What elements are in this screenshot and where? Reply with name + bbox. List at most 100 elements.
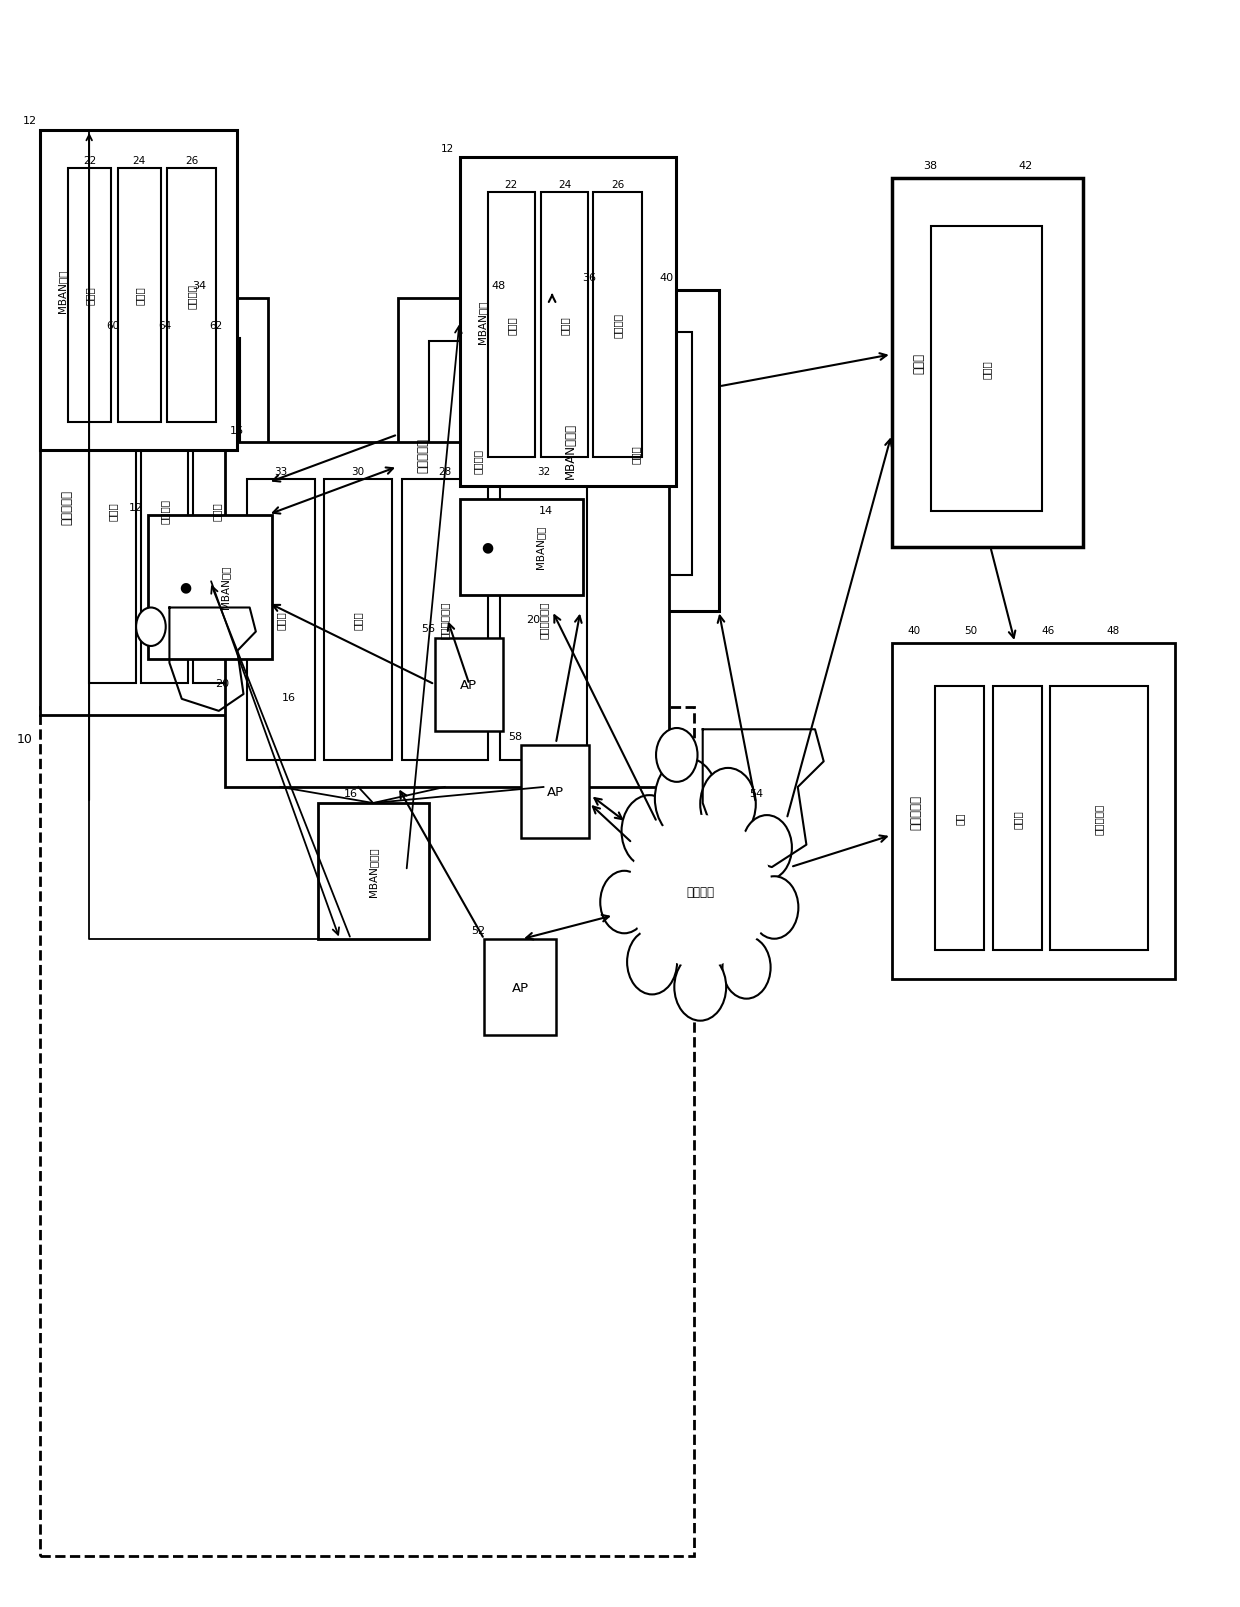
Bar (460, 500, 583, 595)
Bar (317, 804, 429, 940)
Bar (487, 193, 534, 458)
Text: 24: 24 (558, 180, 572, 190)
Bar (40, 707, 694, 1556)
Bar (429, 342, 527, 579)
Bar (931, 227, 1042, 513)
Text: 14: 14 (539, 506, 553, 516)
Text: 控制器: 控制器 (982, 360, 992, 379)
Text: 存储器: 存储器 (559, 317, 569, 334)
Text: 20: 20 (527, 614, 541, 625)
Circle shape (701, 768, 756, 840)
Text: 26: 26 (611, 180, 624, 190)
Text: 62: 62 (210, 321, 223, 331)
Text: 短程通信单元: 短程通信单元 (440, 601, 450, 640)
Bar (541, 193, 588, 458)
Text: MBAN装置: MBAN装置 (476, 301, 487, 344)
Text: 长程通信单元: 长程通信单元 (538, 601, 548, 640)
Text: 32: 32 (537, 468, 551, 477)
Bar (593, 193, 642, 458)
Ellipse shape (635, 826, 765, 956)
Circle shape (600, 871, 649, 934)
Text: 16: 16 (281, 693, 295, 702)
Text: MBAN集线器: MBAN集线器 (368, 847, 378, 897)
Text: 存储器: 存储器 (352, 611, 362, 630)
Text: 患者记录: 患者记录 (472, 448, 484, 474)
Text: MBAN协调器: MBAN协调器 (564, 423, 577, 479)
Text: 48: 48 (1106, 625, 1120, 635)
Text: 22: 22 (505, 180, 518, 190)
Bar (892, 178, 1083, 548)
Text: AP: AP (460, 678, 477, 691)
Bar (993, 686, 1042, 951)
Text: 42: 42 (1018, 161, 1033, 170)
Bar (141, 339, 188, 683)
Text: MBAN装置: MBAN装置 (534, 525, 544, 569)
Bar (167, 169, 216, 423)
Text: 12: 12 (129, 503, 143, 513)
Bar (521, 746, 589, 839)
Circle shape (723, 937, 770, 1000)
Circle shape (750, 877, 799, 938)
Text: 26: 26 (185, 156, 198, 166)
Text: 48: 48 (491, 281, 505, 291)
Text: 中央监测站: 中央监测站 (61, 490, 73, 525)
Text: 中央服务器: 中央服务器 (415, 437, 429, 472)
Text: 58: 58 (508, 731, 522, 741)
Text: 64: 64 (157, 321, 171, 331)
Text: 控制点: 控制点 (913, 352, 925, 373)
Text: 20: 20 (216, 678, 229, 688)
Text: 患者记录: 患者记录 (160, 498, 170, 524)
Bar (89, 339, 136, 683)
Bar (40, 130, 237, 452)
Circle shape (136, 607, 166, 646)
Bar (193, 339, 239, 683)
Text: 46: 46 (1042, 625, 1054, 635)
Bar (892, 643, 1176, 980)
Text: 12: 12 (440, 143, 454, 154)
Text: MBAN装置: MBAN装置 (219, 566, 229, 609)
Bar (500, 480, 587, 760)
Ellipse shape (629, 815, 773, 967)
Text: 控制器: 控制器 (108, 501, 118, 521)
Text: 34: 34 (192, 281, 207, 291)
Circle shape (656, 728, 698, 783)
Bar (935, 686, 985, 951)
Bar (580, 333, 692, 575)
Text: 16: 16 (343, 789, 358, 799)
Text: 信道调节器: 信道调节器 (910, 794, 923, 829)
Text: 30: 30 (351, 468, 365, 477)
Text: AP: AP (547, 786, 564, 799)
Text: 医院网络: 医院网络 (686, 885, 714, 898)
Bar (40, 299, 268, 715)
Text: ●: ● (482, 540, 494, 554)
Text: 22: 22 (83, 156, 97, 166)
Circle shape (627, 930, 677, 995)
Bar (324, 480, 392, 760)
Text: 50: 50 (965, 625, 977, 635)
Bar (118, 169, 161, 423)
Bar (435, 638, 502, 731)
Text: 控制器: 控制器 (631, 445, 641, 464)
Text: 33: 33 (274, 468, 288, 477)
Text: 显示器: 显示器 (211, 501, 221, 521)
Bar (460, 157, 676, 487)
Bar (149, 516, 272, 659)
Text: 通信单元: 通信单元 (613, 313, 622, 337)
Text: 控制器: 控制器 (506, 317, 516, 334)
Text: 52: 52 (471, 926, 485, 935)
Bar (68, 169, 112, 423)
Text: 54: 54 (749, 789, 763, 799)
Text: 40: 40 (660, 273, 675, 283)
Text: 38: 38 (923, 161, 937, 170)
Text: ●: ● (180, 580, 191, 595)
Circle shape (742, 816, 792, 881)
Text: 10: 10 (17, 733, 33, 746)
Bar (546, 291, 719, 611)
Circle shape (621, 795, 677, 868)
Text: 接口: 接口 (955, 813, 965, 824)
Text: MBAN装置: MBAN装置 (57, 270, 67, 313)
Text: 24: 24 (133, 156, 146, 166)
Bar (484, 940, 556, 1035)
Text: 控制器: 控制器 (1013, 810, 1023, 828)
Text: 36: 36 (582, 273, 596, 283)
